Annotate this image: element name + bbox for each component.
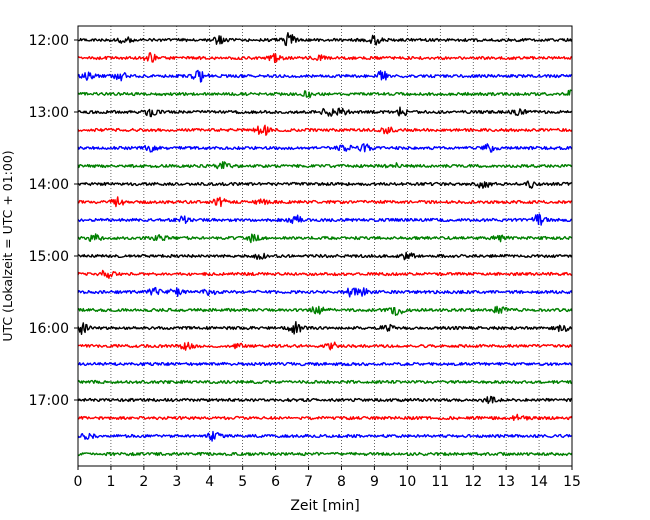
x-tick-label: 15	[563, 474, 581, 490]
trace-1345	[77, 161, 573, 170]
y-axis-label: UTC (Lokalzeit = UTC + 01:00)	[0, 150, 15, 341]
x-tick-label: 9	[370, 474, 379, 490]
trace-1730	[77, 430, 573, 442]
x-tick-label: 10	[398, 474, 416, 490]
trace-1700	[77, 395, 573, 405]
y-tick-label: 12:00	[29, 33, 69, 49]
x-axis-label: Zeit [min]	[290, 498, 359, 514]
y-tick-label: 16:00	[29, 321, 69, 337]
x-tick-label: 7	[304, 474, 313, 490]
x-tick-label: 4	[205, 474, 214, 490]
trace-1445	[77, 233, 573, 244]
y-tick-label: 15:00	[29, 249, 69, 265]
trace-1245	[77, 89, 573, 99]
y-tick-label: 17:00	[29, 393, 69, 409]
trace-1315	[77, 124, 573, 136]
trace-1600	[77, 321, 573, 336]
x-tick-label: 5	[238, 474, 247, 490]
x-tick-label: 1	[106, 474, 115, 490]
trace-1430	[77, 213, 573, 226]
x-tick-label: 2	[139, 474, 148, 490]
trace-1630	[77, 361, 573, 367]
x-tick-label: 11	[431, 474, 449, 490]
x-tick-label: 14	[530, 474, 548, 490]
trace-1500	[77, 251, 573, 261]
trace-1300	[77, 106, 573, 118]
x-tick-label: 13	[497, 474, 515, 490]
y-tick-label: 14:00	[29, 177, 69, 193]
trace-1545	[77, 305, 573, 316]
y-tick-label: 13:00	[29, 105, 69, 121]
x-tick-label: 0	[74, 474, 83, 490]
y-axis-ticks: 12:00 13:00 14:00 15:00 16:00 17:00	[29, 33, 78, 409]
plot-frame	[77, 25, 573, 467]
x-tick-label: 3	[172, 474, 181, 490]
x-tick-label: 8	[337, 474, 346, 490]
trace-1200	[77, 32, 573, 47]
trace-1530	[77, 286, 573, 298]
trace-lines	[77, 32, 573, 457]
trace-1745	[77, 451, 573, 457]
trace-1515	[77, 269, 573, 279]
x-tick-label: 12	[464, 474, 482, 490]
trace-1615	[77, 341, 573, 351]
trace-1330	[77, 143, 573, 153]
trace-1230	[77, 69, 573, 83]
x-tick-label: 6	[271, 474, 280, 490]
trace-1400	[77, 180, 573, 189]
trace-1415	[77, 196, 573, 208]
trace-1645	[77, 379, 573, 385]
trace-1715	[77, 413, 573, 422]
trace-1215	[77, 52, 573, 64]
grid-lines	[110, 26, 540, 466]
x-axis-ticks: 0 1 2 3 4 5 6 7 8 9 10 11 12 13 14 15	[74, 466, 581, 490]
